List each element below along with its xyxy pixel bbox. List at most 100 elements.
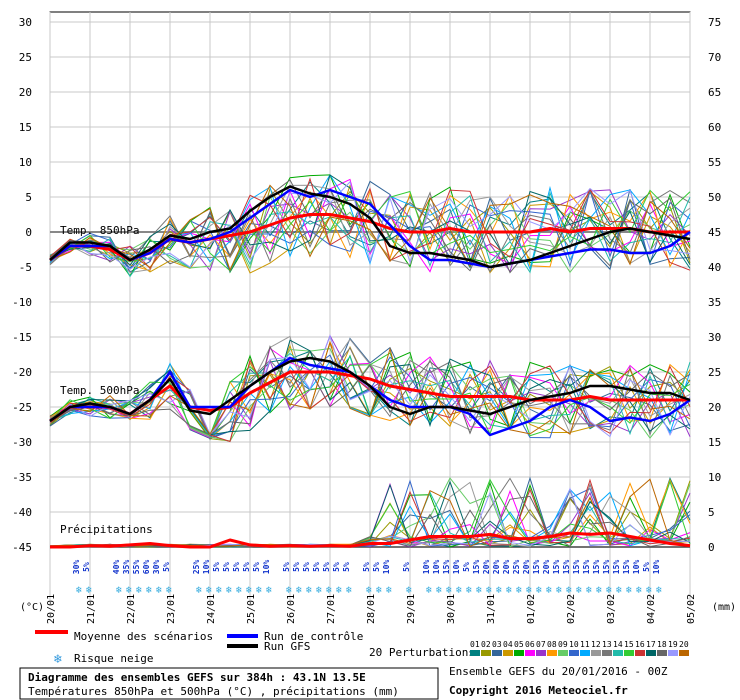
snow-risk-value: 10% (452, 560, 461, 575)
snow-risk-value: 5% (462, 562, 471, 572)
snow-risk-flake-icon: ❄ (526, 585, 533, 596)
snow-risk-flake-icon: ❄ (156, 585, 163, 596)
perturbation-id-label: 08 (547, 640, 557, 649)
snow-risk-value: 10% (432, 560, 441, 575)
x-tick-label: 23/01 (166, 594, 177, 624)
snow-risk-value: 5% (232, 562, 241, 572)
legend-perturbations-label: 20 Perturbations (369, 646, 475, 659)
y-right-tick-label: 65 (708, 86, 721, 99)
snow-risk-value: 5% (282, 562, 291, 572)
y-right-tick-label: 30 (708, 331, 721, 344)
snow-risk-value: 20% (502, 560, 511, 575)
perturbation-id-label: 01 (470, 640, 480, 649)
title-box (19, 667, 439, 700)
snow-risk-flake-icon: ❄ (496, 585, 503, 596)
snow-risk-flake-icon: ❄ (446, 585, 453, 596)
snow-risk-flake-icon: ❄ (476, 585, 483, 596)
snow-risk-flake-icon: ❄ (646, 585, 653, 596)
perturbation-id-label: 10 (569, 640, 579, 649)
snow-risk-value: 30% (152, 560, 161, 575)
pert-line-t850 (49, 180, 691, 270)
perturbation-id-label: 02 (481, 640, 491, 649)
x-tick-label: 03/02 (606, 594, 617, 624)
snow-risk-value: 5% (302, 562, 311, 572)
pert-line-t850 (49, 181, 691, 269)
label-t850: Temp. 850hPa (60, 224, 139, 237)
perturbation-id-label: 09 (558, 640, 568, 649)
snow-risk-flake-icon: ❄ (116, 585, 123, 596)
y-left-tick-label: 5 (25, 191, 32, 204)
snow-risk-flake-icon: ❄ (76, 585, 83, 596)
snow-risk-flake-icon: ❄ (566, 585, 573, 596)
y-left-tick-label: 25 (19, 51, 32, 64)
snow-risk-value: 15% (552, 560, 561, 575)
x-tick-label: 24/01 (206, 594, 217, 624)
snow-risk-flake-icon: ❄ (616, 585, 623, 596)
y-right-tick-label: 5 (708, 506, 715, 519)
mean-line-precip (50, 531, 691, 549)
perturbation-swatch (558, 650, 568, 656)
snow-risk-flake-icon: ❄ (136, 585, 143, 596)
snow-risk-flake-icon: ❄ (236, 585, 243, 596)
x-tick-label: 30/01 (446, 594, 457, 624)
snow-risk-value: 15% (582, 560, 591, 575)
snow-risk-value: 5% (332, 562, 341, 572)
perturbation-id-label: 18 (657, 640, 667, 649)
x-tick-label: 28/01 (366, 594, 377, 624)
snow-risk-flake-icon: ❄ (306, 585, 313, 596)
snow-risk-value: 5% (222, 562, 231, 572)
perturbation-swatch (591, 650, 601, 656)
snow-risk-value: 25% (512, 560, 521, 575)
perturbation-swatch (470, 650, 480, 656)
right-unit-label: (mm) (712, 602, 736, 613)
snow-risk-band: 30% ❄ 5% ❄ 40% ❄ 35% ❄ 55% ❄ 60% ❄ 30% ❄ 5% ❄ 25% ❄ 10% ❄ 5%… (72, 560, 663, 596)
perturbation-swatch (679, 650, 689, 656)
perturbation-id-label: 17 (646, 640, 656, 649)
snow-risk-value: 5% (322, 562, 331, 572)
perturbation-swatch (569, 650, 579, 656)
snowflake-icon: ❄ (53, 652, 62, 667)
perturbation-swatch (646, 650, 656, 656)
x-tick-label: 31/01 (486, 594, 497, 624)
snow-risk-flake-icon: ❄ (506, 585, 513, 596)
snow-risk-value: 25% (192, 560, 201, 575)
x-tick-label: 21/01 (86, 594, 97, 624)
snow-risk-flake-icon: ❄ (126, 585, 133, 596)
snow-risk-value: 5% (642, 562, 651, 572)
snow-risk-flake-icon: ❄ (346, 585, 353, 596)
perturbation-swatch (580, 650, 590, 656)
pert-line-t850 (49, 174, 691, 267)
snow-risk-flake-icon: ❄ (316, 585, 323, 596)
snow-risk-value: 5% (82, 562, 91, 572)
snow-risk-flake-icon: ❄ (536, 585, 543, 596)
snow-risk-value: 5% (312, 562, 321, 572)
y-left-tick-label: -5 (19, 261, 32, 274)
x-tick-label: 20/01 (46, 594, 57, 624)
y-right-tick-label: 45 (708, 226, 721, 239)
snow-risk-value: 35% (122, 560, 131, 575)
y-left-tick-label: 10 (19, 156, 32, 169)
x-tick-label: 27/01 (326, 594, 337, 624)
snow-risk-value: 10% (382, 560, 391, 575)
snow-risk-flake-icon: ❄ (556, 585, 563, 596)
perturbation-swatch (536, 650, 546, 656)
x-tick-label: 25/01 (246, 594, 257, 624)
snow-risk-flake-icon: ❄ (146, 585, 153, 596)
snow-risk-value: 10% (652, 560, 661, 575)
snow-risk-value: 20% (522, 560, 531, 575)
snow-risk-flake-icon: ❄ (586, 585, 593, 596)
perturbation-swatch (514, 650, 524, 656)
perturbation-id-label: 14 (613, 640, 623, 649)
snow-risk-value: 5% (292, 562, 301, 572)
snow-risk-flake-icon: ❄ (246, 585, 253, 596)
perturbation-swatch (503, 650, 513, 656)
snow-risk-value: 15% (572, 560, 581, 575)
legend: Moyenne des scénarios Run de contrôle Ru… (35, 630, 689, 667)
x-tick-label: 05/02 (686, 594, 697, 624)
legend-mean-label: Moyenne des scénarios (74, 630, 213, 643)
pert-line-t850 (49, 188, 691, 273)
snow-risk-flake-icon: ❄ (326, 585, 333, 596)
y-right-tick-label: 75 (708, 16, 721, 29)
perturbation-id-label: 06 (525, 640, 535, 649)
